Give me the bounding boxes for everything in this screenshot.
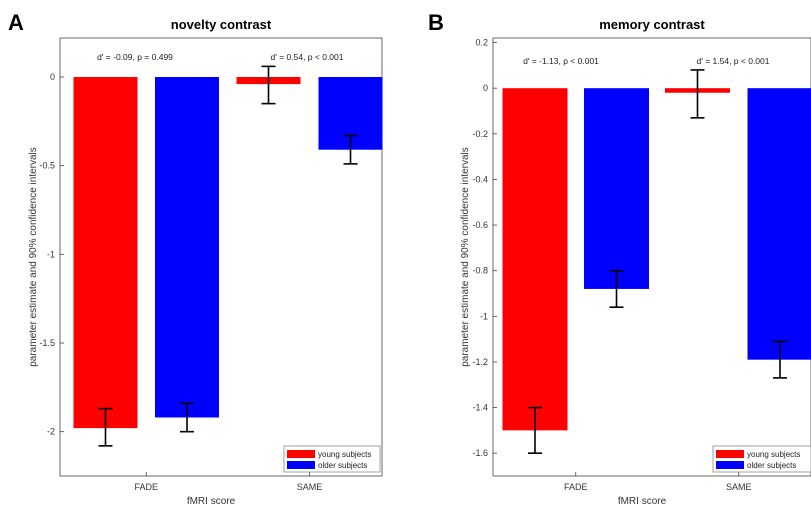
stat-annotation: d' = -1.13, p < 0.001 xyxy=(523,56,599,66)
legend-swatch xyxy=(287,450,315,458)
bar xyxy=(747,88,811,360)
y-axis-label: parameter estimate and 90% confidence in… xyxy=(460,147,471,367)
y-tick-label: -0.8 xyxy=(472,266,488,276)
panel-letter: A xyxy=(8,10,24,35)
y-axis-label: parameter estimate and 90% confidence in… xyxy=(28,147,39,367)
x-tick-label: SAME xyxy=(297,482,323,492)
y-tick-label: 0 xyxy=(483,83,488,93)
legend-swatch xyxy=(716,461,744,469)
legend-label: young subjects xyxy=(747,450,800,459)
bar xyxy=(584,88,649,289)
legend-label: older subjects xyxy=(747,461,796,470)
legend-label: older subjects xyxy=(318,461,367,470)
legend: young subjects older subjects xyxy=(283,445,381,473)
legend-label: young subjects xyxy=(318,450,371,459)
x-axis-label: fMRI score xyxy=(618,496,667,507)
stat-annotation: d' = 1.54, p < 0.001 xyxy=(697,56,770,66)
bar xyxy=(155,77,219,418)
y-tick-label: -1.4 xyxy=(472,403,488,413)
x-axis-label: fMRI score xyxy=(187,496,236,507)
legend-swatch xyxy=(716,450,744,458)
y-tick-label: -1 xyxy=(47,249,55,259)
y-tick-label: -0.4 xyxy=(472,174,488,184)
y-tick-label: -1.6 xyxy=(472,448,488,458)
y-tick-label: 0 xyxy=(50,72,55,82)
chart-title: memory contrast xyxy=(599,17,705,32)
chart-title: novelty contrast xyxy=(171,17,272,32)
legend: young subjects older subjects xyxy=(712,445,811,473)
panel-letter: B xyxy=(428,10,444,35)
y-tick-label: -2 xyxy=(47,427,55,437)
x-tick-label: FADE xyxy=(564,482,588,492)
y-tick-label: -1.5 xyxy=(39,338,55,348)
legend-swatch xyxy=(287,461,315,469)
bar xyxy=(73,77,138,429)
stat-annotation: d' = 0.54, p < 0.001 xyxy=(271,52,344,62)
y-tick-label: -1 xyxy=(480,311,488,321)
y-tick-label: -0.6 xyxy=(472,220,488,230)
bar xyxy=(502,88,568,431)
y-tick-label: -1.2 xyxy=(472,357,488,367)
x-tick-label: SAME xyxy=(726,482,752,492)
stat-annotation: d' = -0.09, p = 0.499 xyxy=(97,52,173,62)
x-tick-label: FADE xyxy=(134,482,158,492)
y-tick-label: -0.2 xyxy=(472,129,488,139)
y-tick-label: 0.2 xyxy=(475,38,488,48)
y-tick-label: -0.5 xyxy=(39,161,55,171)
